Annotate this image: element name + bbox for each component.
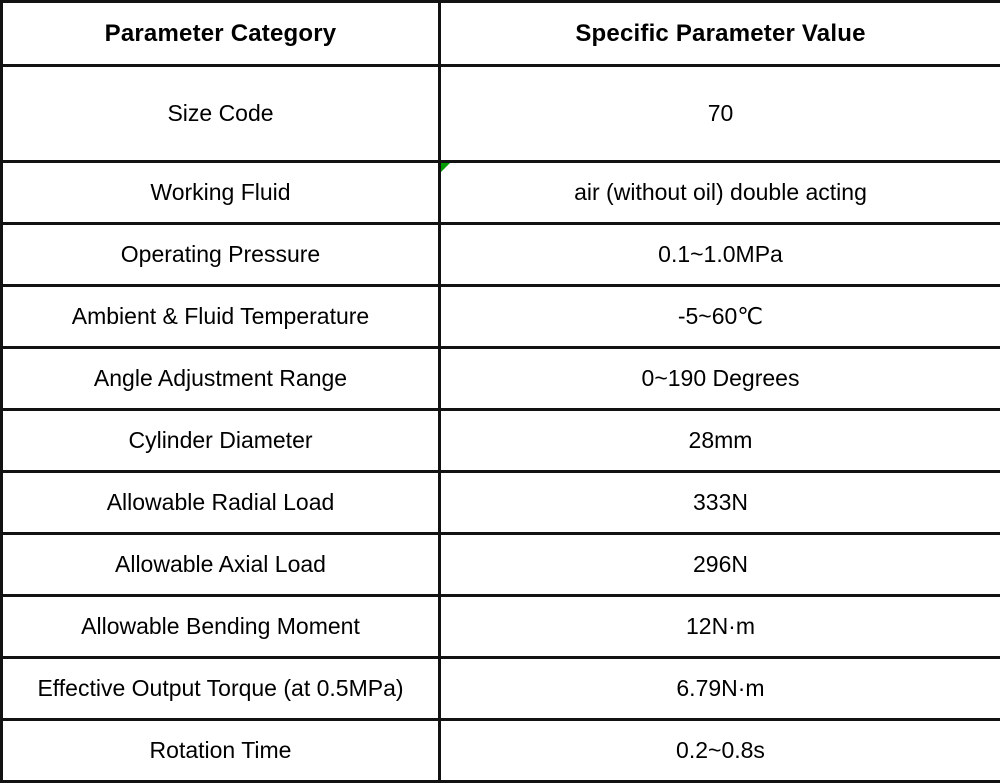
value-text: air (without oil) double acting bbox=[574, 179, 867, 205]
table-row: Allowable Axial Load 296N bbox=[2, 534, 1000, 596]
table-row: Size Code 70 bbox=[2, 66, 1000, 162]
table-row: Allowable Bending Moment 12N·m bbox=[2, 596, 1000, 658]
value-cell: 0.1~1.0MPa bbox=[440, 224, 1000, 286]
category-cell: Allowable Bending Moment bbox=[2, 596, 440, 658]
table-row: Ambient & Fluid Temperature -5~60℃ bbox=[2, 286, 1000, 348]
value-cell: 28mm bbox=[440, 410, 1000, 472]
category-cell: Cylinder Diameter bbox=[2, 410, 440, 472]
category-cell: Size Code bbox=[2, 66, 440, 162]
green-corner-marker-icon bbox=[441, 163, 450, 172]
value-cell: -5~60℃ bbox=[440, 286, 1000, 348]
category-cell: Ambient & Fluid Temperature bbox=[2, 286, 440, 348]
category-cell: Angle Adjustment Range bbox=[2, 348, 440, 410]
category-cell: Allowable Axial Load bbox=[2, 534, 440, 596]
value-cell: 333N bbox=[440, 472, 1000, 534]
category-cell: Working Fluid bbox=[2, 162, 440, 224]
value-cell: 296N bbox=[440, 534, 1000, 596]
value-cell: air (without oil) double acting bbox=[440, 162, 1000, 224]
table-row: Effective Output Torque (at 0.5MPa) 6.79… bbox=[2, 658, 1000, 720]
table-row: Angle Adjustment Range 0~190 Degrees bbox=[2, 348, 1000, 410]
table-row: Allowable Radial Load 333N bbox=[2, 472, 1000, 534]
value-cell: 6.79N·m bbox=[440, 658, 1000, 720]
value-cell: 12N·m bbox=[440, 596, 1000, 658]
header-specific-parameter-value: Specific Parameter Value bbox=[440, 2, 1000, 66]
table-row: Working Fluid air (without oil) double a… bbox=[2, 162, 1000, 224]
category-cell: Rotation Time bbox=[2, 720, 440, 782]
category-cell: Operating Pressure bbox=[2, 224, 440, 286]
table-row: Operating Pressure 0.1~1.0MPa bbox=[2, 224, 1000, 286]
table-header-row: Parameter Category Specific Parameter Va… bbox=[2, 2, 1000, 66]
value-cell: 70 bbox=[440, 66, 1000, 162]
category-cell: Allowable Radial Load bbox=[2, 472, 440, 534]
value-cell: 0~190 Degrees bbox=[440, 348, 1000, 410]
header-parameter-category: Parameter Category bbox=[2, 2, 440, 66]
table-row: Cylinder Diameter 28mm bbox=[2, 410, 1000, 472]
table-row: Rotation Time 0.2~0.8s bbox=[2, 720, 1000, 782]
category-cell: Effective Output Torque (at 0.5MPa) bbox=[2, 658, 440, 720]
value-cell: 0.2~0.8s bbox=[440, 720, 1000, 782]
